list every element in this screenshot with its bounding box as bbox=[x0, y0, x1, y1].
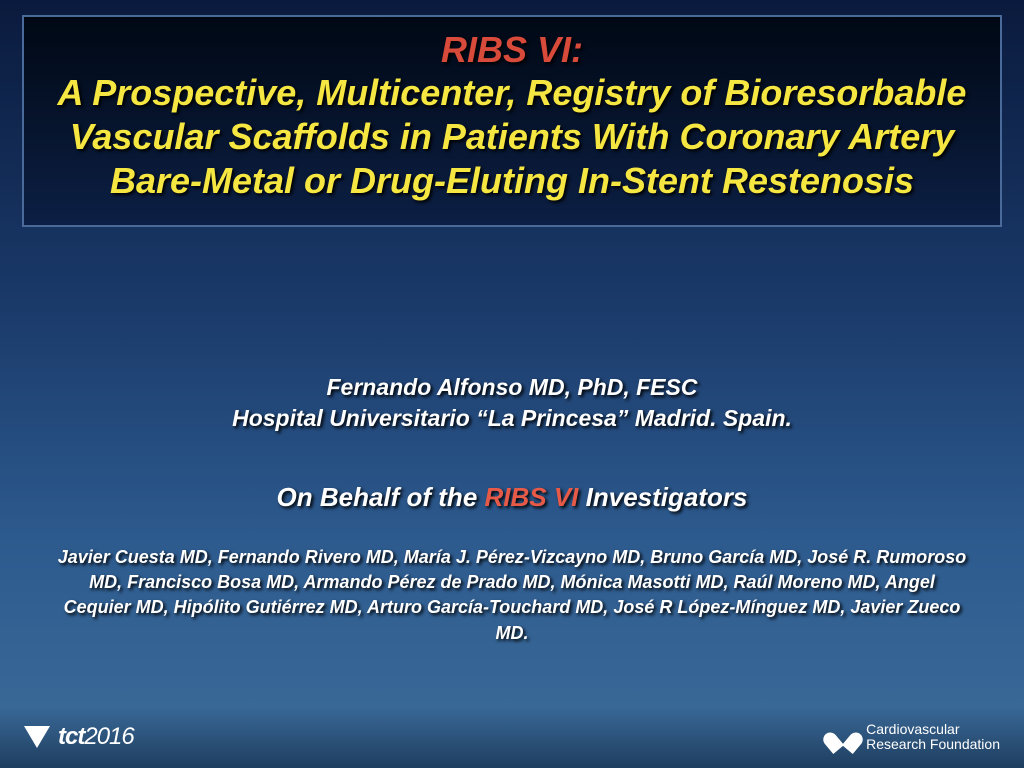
study-name: RIBS VI: bbox=[54, 31, 970, 69]
investigators-list: Javier Cuesta MD, Fernando Rivero MD, Ma… bbox=[55, 545, 969, 646]
heart-icon bbox=[830, 725, 856, 749]
behalf-suffix: Investigators bbox=[578, 482, 747, 512]
study-subtitle: A Prospective, Multicenter, Registry of … bbox=[54, 71, 970, 203]
tct-brand-text: tct2016 bbox=[58, 723, 134, 751]
crf-brand-text: Cardiovascular Research Foundation bbox=[866, 722, 1000, 753]
tct-brand: tct bbox=[58, 723, 84, 750]
presenter-affiliation: Hospital Universitario “La Princesa” Mad… bbox=[0, 403, 1024, 434]
heart-icon bbox=[24, 726, 50, 748]
presenter-block: Fernando Alfonso MD, PhD, FESC Hospital … bbox=[0, 372, 1024, 434]
behalf-prefix: On Behalf of the bbox=[277, 482, 485, 512]
tct-logo: tct2016 bbox=[24, 723, 134, 751]
tct-year: 2016 bbox=[84, 723, 133, 750]
behalf-highlight: RIBS VI bbox=[485, 482, 579, 512]
on-behalf-line: On Behalf of the RIBS VI Investigators bbox=[0, 482, 1024, 513]
crf-logo: Cardiovascular Research Foundation bbox=[830, 722, 1000, 753]
presenter-name: Fernando Alfonso MD, PhD, FESC bbox=[0, 372, 1024, 403]
crf-line2: Research Foundation bbox=[866, 737, 1000, 752]
crf-line1: Cardiovascular bbox=[866, 722, 1000, 737]
footer-bar: tct2016 Cardiovascular Research Foundati… bbox=[0, 706, 1024, 768]
title-box: RIBS VI: A Prospective, Multicenter, Reg… bbox=[22, 15, 1002, 227]
